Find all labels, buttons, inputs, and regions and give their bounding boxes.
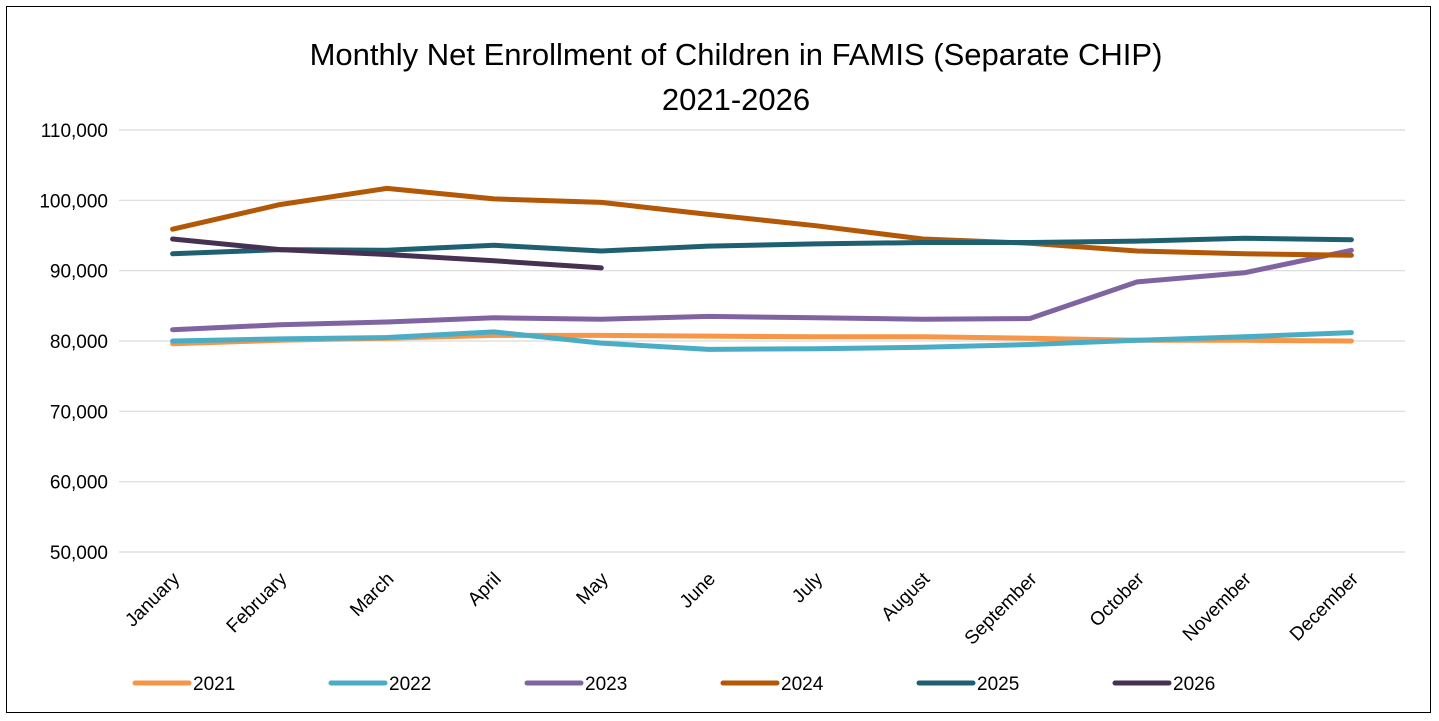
x-tick-label: June [676, 569, 720, 613]
legend-label-2025: 2025 [977, 674, 1019, 695]
legend-label-2022: 2022 [389, 674, 431, 695]
y-tick-label: 80,000 [50, 332, 108, 353]
x-tick-label: May [573, 568, 614, 609]
series-line-2026 [170, 236, 604, 271]
x-tick-label: July [788, 568, 827, 607]
legend-label-2026: 2026 [1173, 674, 1215, 695]
series-line-2025 [170, 235, 1354, 257]
y-tick-label: 110,000 [41, 121, 108, 142]
x-tick-label: March [346, 569, 398, 621]
y-tick-label: 60,000 [50, 473, 108, 494]
x-tick-label: November [1179, 568, 1256, 645]
legend: 2021 2022 2023 2024 2025 2026 [132, 674, 1215, 695]
chart-frame: Monthly Net Enrollment of Children in FA… [6, 6, 1431, 713]
x-axis-tick-labels: January February March April May June July Augu… [121, 568, 1363, 649]
x-tick-label: February [223, 568, 292, 637]
series-lines [170, 185, 1354, 352]
series-line-2022 [170, 329, 1354, 352]
y-axis-tick-labels: 50,000 60,000 70,000 80,000 90,000 100,000 110… [39, 121, 108, 564]
line-chart: Monthly Net Enrollment of Children in FA… [39, 37, 1405, 695]
x-tick-label: August [878, 568, 935, 625]
x-tick-label: April [464, 569, 506, 611]
legend-label-2021: 2021 [193, 674, 235, 695]
legend-label-2023: 2023 [585, 674, 627, 695]
y-tick-label: 100,000 [39, 191, 108, 212]
x-tick-label: October [1086, 568, 1149, 631]
y-tick-label: 90,000 [50, 262, 108, 283]
x-tick-label: December [1286, 568, 1363, 645]
y-tick-label: 70,000 [50, 402, 108, 423]
series-line-2023 [170, 247, 1354, 333]
chart-title: Monthly Net Enrollment of Children in FA… [310, 37, 1163, 72]
x-tick-label: September [961, 568, 1042, 649]
chart-subtitle: 2021-2026 [662, 82, 810, 117]
x-tick-label: January [121, 568, 184, 631]
legend-label-2024: 2024 [781, 674, 824, 695]
y-tick-label: 50,000 [50, 543, 108, 564]
series-line-2024 [170, 185, 1354, 258]
